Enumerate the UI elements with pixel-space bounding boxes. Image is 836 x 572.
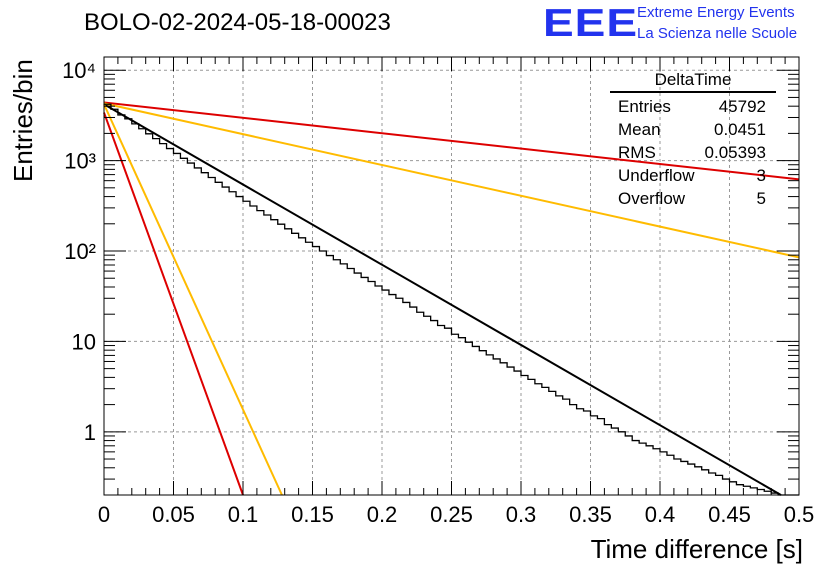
x-tick-label: 0.3 — [506, 502, 537, 527]
stats-row: Underflow 3 — [610, 164, 780, 187]
fit-curve — [103, 101, 800, 181]
stats-value: 45792 — [718, 97, 766, 116]
y-axis-label-wrap: Entries/bin — [8, 59, 38, 222]
stats-label: Mean — [618, 120, 661, 139]
stats-value: 0.05393 — [704, 143, 766, 162]
y-axis-label: Entries/bin — [8, 59, 38, 182]
eee-logo: EEE — [543, 0, 639, 45]
x-tick-label: 0.35 — [569, 502, 612, 527]
stats-label: Overflow — [618, 189, 686, 208]
stats-value: 5 — [756, 189, 766, 208]
y-tick-label: 10² — [64, 239, 96, 264]
stats-value: 3 — [756, 166, 766, 185]
fit-curve — [103, 103, 283, 496]
stats-label: Entries — [618, 97, 671, 116]
stats-label: Underflow — [618, 166, 695, 185]
stats-label: RMS — [618, 143, 656, 162]
y-tick-label: 10⁴ — [62, 58, 96, 83]
fit-curve — [103, 102, 800, 259]
x-tick-label: 0.2 — [367, 502, 398, 527]
y-tick-label: 1 — [84, 420, 96, 445]
histogram — [104, 103, 799, 496]
x-tick-label: 0.15 — [291, 502, 334, 527]
histogram-steps — [104, 103, 799, 496]
x-tick-label: 0.45 — [708, 502, 751, 527]
y-tick-label: 10³ — [64, 149, 96, 174]
x-axis-label: Time difference [s] — [590, 534, 803, 564]
stats-box-title: DeltaTime — [610, 70, 776, 93]
stats-row: Mean 0.0451 — [610, 118, 780, 141]
stats-value: 0.0451 — [714, 120, 766, 139]
stats-row: Entries 45792 — [610, 95, 780, 118]
fit-curves — [103, 101, 800, 496]
stats-row: RMS 0.05393 — [610, 141, 780, 164]
org-line-1: Extreme Energy Events — [637, 4, 795, 21]
x-tick-label: 0 — [98, 502, 110, 527]
axis-tick-labels: 0 0.05 0.1 0.15 0.2 0.25 0.3 0.35 0.4 0.45 0.5 1 10 1… — [62, 58, 814, 527]
x-tick-label: 0.25 — [430, 502, 473, 527]
x-tick-label: 0.05 — [152, 502, 195, 527]
chart-title: BOLO-02-2024-05-18-00023 — [84, 9, 391, 36]
y-tick-label: 10 — [72, 329, 96, 354]
x-tick-label: 0.4 — [645, 502, 676, 527]
x-tick-label: 0.1 — [228, 502, 259, 527]
org-line-2: La Scienza nelle Scuole — [637, 25, 798, 42]
axis-ticks — [103, 57, 800, 496]
x-tick-label: 0.5 — [784, 502, 815, 527]
stats-box: DeltaTime Entries 45792 Mean 0.0451 RMS … — [610, 70, 780, 210]
fit-curve — [103, 112, 244, 496]
stats-row: Overflow 5 — [610, 187, 780, 210]
fit-curve — [103, 103, 782, 496]
